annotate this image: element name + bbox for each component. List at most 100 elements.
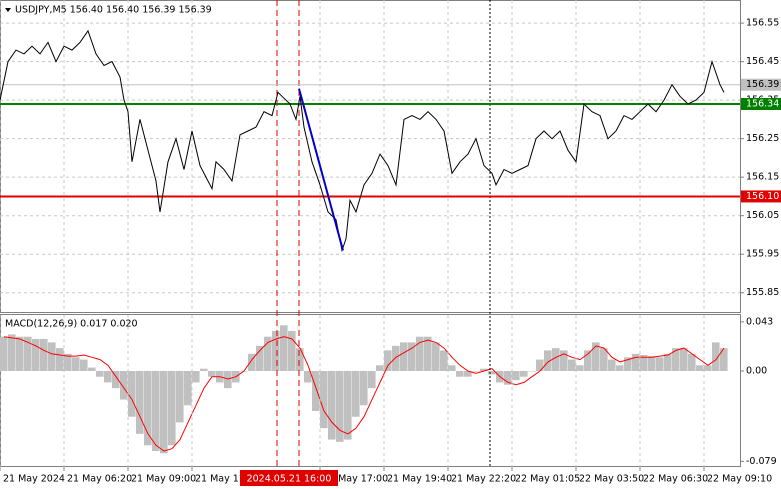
x-tick-label: 22 May 01:05 bbox=[515, 474, 580, 485]
histogram-bar bbox=[592, 342, 600, 371]
x-tick-label: 21 May 19:40 bbox=[387, 474, 452, 485]
level-label: 156.39 bbox=[746, 79, 779, 90]
histogram-bar bbox=[168, 371, 176, 446]
histogram-bar bbox=[208, 371, 216, 377]
histogram-bar bbox=[16, 336, 24, 371]
y-tick-label: -0.079 bbox=[746, 456, 777, 467]
histogram-bar bbox=[8, 334, 16, 371]
histogram-bar bbox=[344, 371, 352, 440]
histogram-bar bbox=[400, 342, 408, 371]
histogram-bar bbox=[264, 336, 272, 371]
histogram-bar bbox=[376, 365, 384, 371]
histogram-bar bbox=[544, 350, 552, 371]
histogram-bar bbox=[440, 350, 448, 371]
y-tick-label: 156.15 bbox=[746, 172, 779, 183]
histogram-bar bbox=[360, 371, 368, 406]
y-tick-label: 155.95 bbox=[746, 249, 779, 260]
signal-line bbox=[3, 336, 725, 452]
histogram-bar bbox=[640, 355, 648, 371]
histogram-bar bbox=[392, 345, 400, 371]
histogram-bar bbox=[488, 371, 496, 375]
menu-icon bbox=[5, 8, 11, 12]
histogram-bar bbox=[40, 339, 48, 371]
histogram-bar bbox=[504, 371, 512, 385]
y-tick-label: 0.00 bbox=[746, 366, 767, 377]
level-label: 156.34 bbox=[746, 99, 779, 110]
histogram-bar bbox=[416, 336, 424, 371]
histogram-bar bbox=[184, 371, 192, 406]
y-tick-label: 0.043 bbox=[746, 316, 773, 327]
histogram-bar bbox=[688, 353, 696, 371]
crosshair-label-box bbox=[240, 470, 338, 486]
histogram-bar bbox=[160, 371, 168, 454]
histogram-bar bbox=[328, 371, 336, 440]
level-label-box bbox=[741, 78, 781, 91]
histogram-bar bbox=[528, 371, 536, 372]
histogram-bar bbox=[720, 348, 728, 371]
histogram-bar bbox=[552, 348, 560, 371]
histogram-bar bbox=[48, 342, 56, 371]
histogram-bar bbox=[632, 353, 640, 371]
histogram-bar bbox=[520, 371, 528, 377]
histogram-bar bbox=[152, 371, 160, 451]
histogram-bar bbox=[192, 371, 200, 383]
histogram-bar bbox=[224, 371, 232, 389]
histogram-bar bbox=[656, 357, 664, 371]
histogram-bar bbox=[480, 368, 488, 371]
histogram-bar bbox=[256, 345, 264, 371]
histogram-bar bbox=[136, 371, 144, 434]
histogram-bar bbox=[272, 331, 280, 371]
histogram-bar bbox=[608, 359, 616, 371]
histogram-bar bbox=[512, 371, 520, 381]
histogram-bar bbox=[664, 353, 672, 371]
histogram-bar bbox=[88, 367, 96, 371]
histogram-bar bbox=[384, 350, 392, 371]
histogram-bar bbox=[576, 365, 584, 371]
histogram-bar bbox=[288, 331, 296, 371]
histogram-bar bbox=[280, 325, 288, 371]
histogram-bar bbox=[120, 371, 128, 400]
histogram-bar bbox=[200, 368, 208, 371]
histogram-bar bbox=[112, 371, 120, 389]
histogram-bar bbox=[96, 371, 104, 377]
histogram-bar bbox=[0, 336, 8, 371]
histogram-bar bbox=[648, 356, 656, 371]
histogram-bar bbox=[144, 371, 152, 446]
x-tick-label: 21 May 17:00 bbox=[323, 474, 388, 485]
histogram-bar bbox=[56, 348, 64, 371]
x-tick-label: 21 May 11:40 bbox=[195, 474, 260, 485]
histogram-bar bbox=[616, 365, 624, 371]
x-tick-label: 22 May 03:50 bbox=[579, 474, 644, 485]
histogram-bar bbox=[624, 357, 632, 371]
y-tick-label: 156.45 bbox=[746, 56, 779, 67]
histogram-bar bbox=[336, 371, 344, 442]
macd-title: MACD(12,26,9) 0.017 0.020 bbox=[5, 319, 138, 330]
histogram-bar bbox=[408, 342, 416, 371]
histogram-bar bbox=[456, 371, 464, 377]
histogram-bar bbox=[24, 336, 32, 371]
price-line bbox=[0, 29, 725, 253]
histogram-bar bbox=[448, 365, 456, 371]
price-panel bbox=[0, 0, 741, 313]
histogram-bar bbox=[704, 365, 712, 371]
x-tick-label: 21 May 2024 bbox=[3, 474, 65, 485]
histogram-bar bbox=[64, 353, 72, 371]
x-tick-label: 21 May 22:20 bbox=[451, 474, 516, 485]
histogram-bar bbox=[672, 348, 680, 371]
histogram-bar bbox=[128, 371, 136, 417]
histogram-bar bbox=[536, 359, 544, 371]
histogram-bar bbox=[176, 371, 184, 423]
y-tick-label: 156.25 bbox=[746, 133, 779, 144]
histogram-bar bbox=[424, 336, 432, 371]
y-tick-label: 155.85 bbox=[746, 287, 779, 298]
level-label-box bbox=[741, 98, 781, 110]
histogram-bar bbox=[568, 359, 576, 371]
trend-line bbox=[298, 88, 344, 251]
histogram-bar bbox=[312, 371, 320, 411]
histogram-bar bbox=[32, 339, 40, 371]
macd-panel bbox=[0, 314, 741, 467]
histogram-bar bbox=[680, 348, 688, 371]
histogram-bar bbox=[296, 348, 304, 371]
x-tick-label: 21 May 06:20 bbox=[67, 474, 132, 485]
crosshair-label: 2024.05.21 16:00 bbox=[247, 474, 332, 485]
